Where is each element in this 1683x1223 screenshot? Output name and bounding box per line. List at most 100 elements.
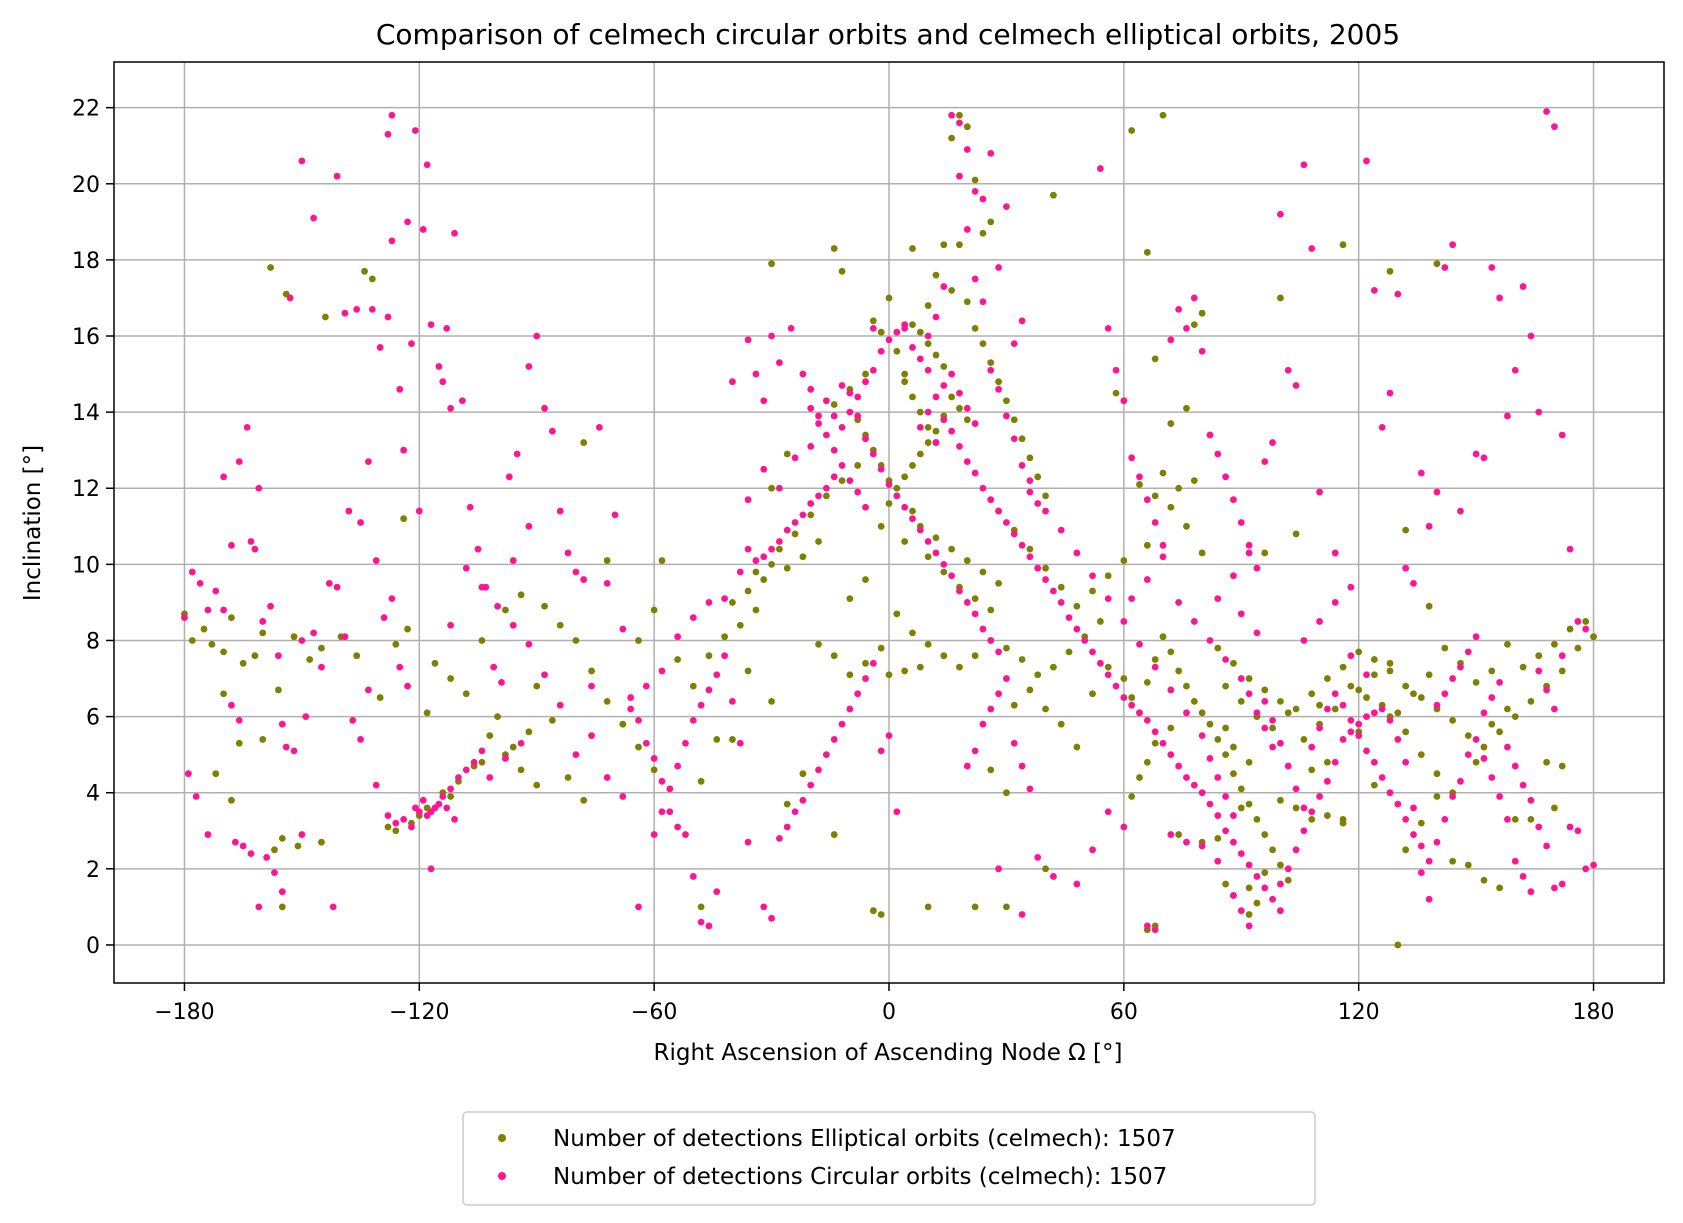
data-point-circular: [1574, 618, 1582, 625]
data-point-elliptical: [963, 557, 971, 564]
data-point-elliptical: [318, 838, 325, 846]
data-point-circular: [1347, 652, 1355, 660]
data-point-circular: [885, 732, 893, 740]
data-point-elliptical: [916, 663, 924, 671]
data-point-elliptical: [1488, 667, 1496, 675]
x-axis-ticks: −180 −120 −60 0 60 120 180: [154, 983, 1615, 1025]
data-point-circular: [290, 747, 298, 755]
data-point-circular: [705, 599, 713, 606]
data-point-circular: [1535, 823, 1543, 831]
data-point-elliptical: [932, 351, 940, 359]
data-point-elliptical: [869, 317, 877, 325]
data-point-elliptical: [1433, 770, 1441, 778]
data-point-circular: [1496, 678, 1504, 686]
data-point-circular: [427, 321, 435, 328]
data-point-circular: [776, 538, 783, 545]
data-point-elliptical: [924, 340, 932, 348]
data-point-circular: [192, 793, 200, 800]
data-point-circular: [627, 694, 635, 701]
data-point-elliptical: [1010, 701, 1018, 709]
data-point-elliptical: [1582, 618, 1590, 625]
data-point-circular: [963, 762, 971, 770]
data-point-circular: [846, 477, 854, 485]
data-point-circular: [1551, 884, 1558, 892]
data-point-circular: [1316, 618, 1323, 625]
data-point-elliptical: [1159, 111, 1167, 119]
data-point-elliptical: [768, 697, 775, 705]
data-point-elliptical: [1527, 815, 1535, 823]
data-point-circular: [791, 519, 799, 526]
data-point-elliptical: [1151, 492, 1159, 500]
data-point-circular: [611, 511, 619, 519]
data-point-elliptical: [1042, 564, 1049, 572]
data-point-circular: [893, 328, 901, 336]
data-point-circular: [1566, 545, 1574, 553]
data-point-circular: [474, 545, 482, 553]
data-point-elliptical: [940, 363, 948, 370]
data-point-circular: [838, 382, 846, 389]
data-point-circular: [1151, 728, 1159, 736]
data-point-circular: [1073, 625, 1081, 633]
data-point-circular: [282, 743, 290, 751]
data-point-circular: [1128, 701, 1136, 709]
data-point-circular: [384, 812, 392, 819]
data-point-elliptical: [791, 530, 799, 538]
data-point-circular: [1222, 656, 1230, 663]
data-point-circular: [815, 492, 822, 500]
data-point-circular: [1386, 789, 1394, 797]
data-point-circular: [1003, 519, 1010, 526]
data-point-circular: [705, 686, 713, 694]
data-point-circular: [1363, 671, 1370, 679]
data-point-circular: [1441, 264, 1449, 271]
data-point-circular: [1472, 633, 1480, 641]
data-point-circular: [1574, 827, 1582, 835]
data-point-circular: [1253, 629, 1261, 637]
data-point-circular: [924, 332, 932, 340]
data-point-circular: [650, 831, 658, 838]
data-point-circular: [1277, 880, 1284, 888]
data-point-circular: [674, 823, 682, 831]
data-point-circular: [689, 873, 697, 880]
data-point-elliptical: [1073, 743, 1081, 751]
data-point-elliptical: [259, 629, 267, 637]
y-tick-label: 20: [72, 173, 100, 198]
data-point-circular: [1277, 739, 1284, 747]
data-point-circular: [1073, 880, 1081, 888]
data-point-circular: [1206, 431, 1214, 439]
data-point-elliptical: [1323, 812, 1331, 819]
data-point-elliptical: [893, 484, 901, 492]
data-point-elliptical: [1527, 697, 1535, 705]
data-point-elliptical: [1590, 633, 1597, 641]
data-point-elliptical: [1511, 713, 1519, 720]
data-point-circular: [447, 785, 455, 793]
data-point-circular: [1355, 720, 1363, 728]
data-point-circular: [901, 503, 909, 511]
data-point-circular: [963, 404, 971, 412]
data-point-circular: [1347, 728, 1355, 736]
data-point-circular: [1034, 854, 1042, 861]
data-point-elliptical: [1386, 267, 1394, 275]
data-point-circular: [1386, 717, 1394, 724]
data-point-elliptical: [1183, 682, 1190, 690]
data-point-circular: [744, 496, 752, 504]
data-point-elliptical: [924, 553, 932, 561]
data-point-elliptical: [1292, 530, 1300, 538]
data-point-circular: [411, 127, 419, 134]
data-point-circular: [1230, 892, 1237, 899]
data-point-circular: [220, 473, 227, 481]
data-point-circular: [932, 313, 940, 321]
data-point-circular: [462, 766, 470, 774]
data-point-circular: [1049, 873, 1057, 880]
x-tick-label: −60: [631, 1000, 677, 1025]
data-point-circular: [1449, 793, 1457, 800]
data-point-circular: [1089, 846, 1096, 854]
data-point-circular: [1284, 865, 1292, 873]
data-point-circular: [1222, 473, 1230, 481]
data-point-elliptical: [1261, 869, 1269, 877]
data-point-circular: [744, 838, 752, 846]
data-point-elliptical: [572, 637, 580, 644]
data-point-circular: [1527, 888, 1535, 896]
data-point-circular: [556, 701, 564, 709]
data-point-circular: [1018, 462, 1026, 469]
data-point-elliptical: [1096, 618, 1104, 625]
